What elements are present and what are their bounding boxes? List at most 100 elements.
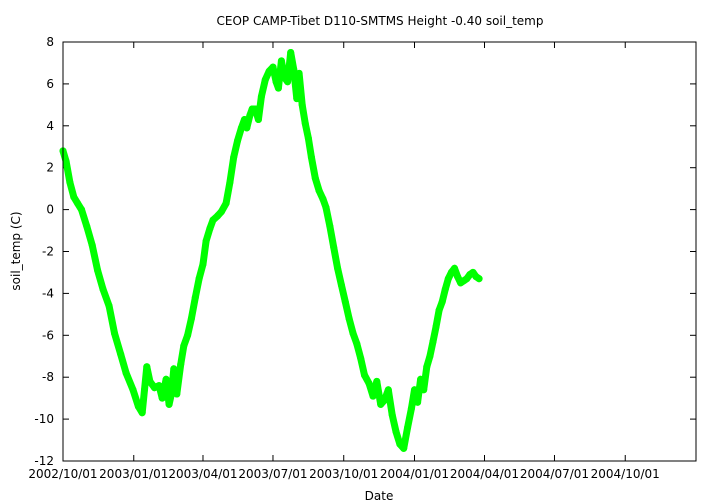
data-point (435, 306, 443, 314)
data-point (438, 298, 446, 306)
data-point (261, 76, 269, 84)
data-point (307, 153, 315, 161)
data-point (246, 111, 254, 119)
data-point (420, 386, 428, 394)
data-point (165, 400, 173, 408)
data-point (441, 285, 449, 293)
data-point (138, 409, 146, 417)
data-point (451, 264, 458, 272)
data-point (411, 386, 418, 394)
data-point (187, 315, 195, 322)
data-point (184, 331, 192, 339)
data-point (241, 116, 248, 123)
data-point (209, 216, 217, 224)
data-point (357, 354, 365, 362)
data-point (326, 222, 334, 230)
data-point (254, 116, 262, 123)
data-point (111, 329, 118, 337)
y-tick-label: 4 (46, 119, 54, 133)
data-point (298, 101, 306, 109)
data-point (199, 260, 207, 268)
data-point (74, 199, 82, 207)
data-point (269, 63, 277, 71)
data-point (226, 178, 234, 186)
data-point (173, 390, 181, 398)
data-point (311, 174, 319, 182)
data-point (155, 382, 163, 390)
data-point (404, 424, 412, 431)
chart-title: CEOP CAMP-Tibet D110-SMTMS Height -0.40 … (217, 14, 544, 28)
data-point (319, 195, 327, 203)
data-point (202, 237, 210, 245)
data-point (167, 390, 175, 398)
data-point (162, 375, 170, 383)
y-axis-label: soil_temp (C) (9, 211, 23, 290)
y-tick-label: -4 (42, 286, 54, 300)
data-point (191, 294, 199, 302)
data-point (222, 199, 230, 207)
y-tick-label: 8 (46, 35, 54, 49)
data-point (290, 65, 298, 73)
data-point (234, 137, 242, 144)
x-tick-label: 2004/07/01 (520, 467, 589, 481)
data-point (230, 153, 238, 161)
data-point (170, 365, 178, 373)
x-tick-label: 2004/01/01 (380, 467, 449, 481)
data-point (454, 273, 462, 281)
x-axis-label: Date (365, 489, 394, 503)
data-point (287, 49, 295, 56)
data-point (66, 178, 74, 186)
y-tick-label: -10 (34, 412, 54, 426)
x-tick-label: 2004/10/01 (591, 467, 660, 481)
data-point (301, 120, 309, 128)
data-point (177, 361, 185, 369)
data-point (146, 377, 154, 385)
data-point (304, 134, 312, 142)
data-point (353, 340, 361, 348)
data-point (143, 363, 151, 371)
data-point (134, 403, 142, 410)
data-point (217, 208, 225, 216)
data-point (295, 69, 303, 77)
y-tick-label: 2 (46, 161, 54, 175)
data-point (407, 405, 415, 413)
x-tick-label: 2004/04/01 (450, 467, 519, 481)
data-point (388, 411, 396, 419)
y-tick-label: -6 (42, 328, 54, 342)
data-point (337, 281, 345, 289)
data-point (369, 392, 377, 400)
x-tick-label: 2003/07/01 (238, 467, 307, 481)
data-point (361, 371, 368, 379)
y-axis-ticks: 8 6 4 2 0 -2 -4 -6 -8 -10 -12 (34, 35, 696, 468)
data-point (315, 187, 323, 195)
data-point (122, 369, 130, 377)
data-point (237, 124, 245, 132)
data-point (78, 206, 85, 214)
data-point (349, 329, 357, 337)
y-tick-label: -2 (42, 245, 54, 259)
data-point (62, 157, 70, 165)
data-point (158, 394, 166, 402)
data-point (293, 95, 301, 103)
data-point (334, 264, 342, 272)
data-point (141, 386, 148, 394)
data-point (432, 323, 440, 331)
data-point (384, 386, 392, 394)
data-point (423, 363, 431, 371)
data-point (475, 275, 483, 283)
data-point (277, 57, 285, 65)
data-point (392, 428, 400, 436)
data-point (99, 285, 107, 293)
data-point (322, 204, 330, 211)
data-point (70, 193, 78, 201)
x-tick-label: 2003/10/01 (309, 467, 378, 481)
plot-frame (62, 41, 697, 462)
data-point (206, 225, 214, 232)
data-point (330, 243, 338, 251)
data-point (105, 302, 113, 310)
plot-area (59, 49, 483, 452)
x-tick-label: 2003/04/01 (168, 467, 237, 481)
data-point (251, 105, 259, 113)
data-point (129, 386, 137, 394)
